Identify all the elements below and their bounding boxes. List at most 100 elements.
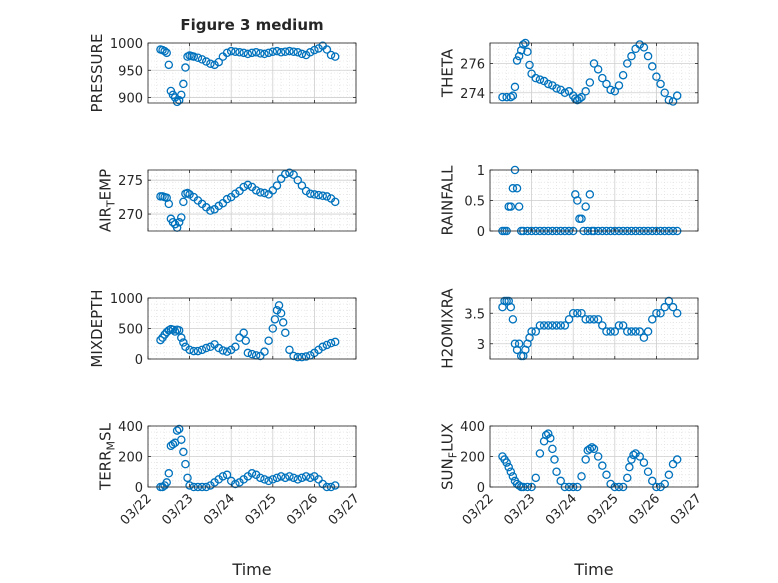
data-point	[589, 444, 599, 454]
data-point	[539, 321, 549, 330]
data-point	[508, 91, 518, 100]
data-point	[585, 78, 595, 87]
data-point	[222, 470, 232, 480]
y-axis-label: MIXDEPTH	[88, 289, 106, 367]
data-point	[639, 333, 649, 342]
data-point	[556, 476, 565, 486]
data-point	[297, 49, 307, 59]
data-point	[548, 321, 557, 330]
data-point	[243, 180, 253, 190]
data-series	[498, 296, 682, 361]
data-point	[512, 184, 522, 193]
y-tick-label: 274	[460, 87, 485, 102]
data-point	[222, 347, 232, 356]
data-point	[560, 321, 570, 330]
data-point	[672, 308, 682, 318]
data-point	[206, 342, 215, 352]
y-tick-label: 1	[477, 164, 485, 179]
data-point	[523, 47, 532, 57]
data-point	[326, 50, 336, 60]
data-point	[247, 48, 257, 58]
data-point	[610, 87, 620, 96]
data-point	[543, 79, 553, 89]
data-point	[281, 169, 290, 179]
data-point	[623, 59, 632, 68]
data-point	[585, 444, 595, 454]
data-point	[314, 44, 323, 53]
data-point	[174, 217, 184, 227]
data-point	[618, 321, 628, 330]
data-point	[293, 475, 303, 484]
data-point	[552, 84, 561, 93]
y-axis-label: PRESSURE	[88, 34, 106, 113]
data-series	[156, 424, 340, 492]
data-point	[668, 459, 678, 469]
data-point	[602, 470, 611, 480]
data-point	[664, 296, 674, 306]
data-point	[510, 82, 520, 92]
data-point	[285, 472, 294, 481]
data-point	[322, 192, 332, 201]
data-point	[573, 196, 582, 205]
data-point	[593, 65, 603, 74]
data-point	[506, 202, 516, 211]
data-point	[514, 51, 524, 61]
data-point	[172, 97, 182, 107]
data-point	[181, 459, 190, 469]
data-point	[330, 52, 340, 61]
data-point	[305, 48, 315, 57]
data-point	[635, 327, 645, 336]
axes-box	[489, 297, 699, 360]
y-tick-label: 200	[460, 451, 485, 466]
y-axis-label: AIRTEMP	[97, 169, 118, 232]
y-axis-label-subscript: F	[447, 452, 460, 458]
data-series	[156, 168, 340, 232]
data-point	[226, 46, 236, 56]
data-point	[272, 46, 282, 56]
data-point	[201, 57, 211, 66]
y-tick-label: 0.5	[464, 195, 485, 210]
data-point	[297, 473, 307, 483]
data-point	[289, 473, 298, 483]
data-point	[618, 70, 628, 80]
y-axis-label: TERRMSL	[97, 422, 118, 491]
data-point	[535, 449, 545, 458]
data-point	[177, 333, 186, 342]
data-point	[660, 302, 669, 312]
data-point	[301, 50, 311, 60]
y-tick-label: 275	[118, 174, 143, 189]
data-point	[585, 315, 595, 324]
data-point	[206, 59, 215, 68]
data-point	[247, 469, 257, 478]
y-tick-label: 0	[135, 353, 143, 368]
y-tick-label: 400	[460, 420, 485, 435]
data-point	[672, 91, 682, 100]
data-point	[183, 473, 192, 483]
data-point	[504, 462, 513, 472]
y-tick-label: 3	[477, 338, 485, 353]
data-point	[577, 214, 586, 224]
data-point	[519, 40, 528, 49]
data-point	[231, 189, 240, 198]
data-point	[231, 479, 240, 489]
data-point	[189, 52, 199, 61]
data-point	[193, 346, 203, 356]
data-point	[164, 60, 174, 70]
data-point	[531, 73, 541, 83]
data-point	[330, 481, 340, 490]
data-point	[656, 79, 665, 89]
data-point	[214, 57, 223, 67]
data-point	[546, 433, 555, 443]
data-point	[527, 327, 536, 336]
data-point	[270, 315, 280, 324]
data-point	[214, 201, 223, 211]
data-point	[179, 79, 188, 89]
data-point	[218, 346, 228, 355]
data-point	[268, 47, 278, 56]
data-point	[281, 328, 290, 338]
data-point	[179, 447, 188, 457]
axes-box	[147, 169, 357, 232]
data-point	[629, 450, 638, 460]
